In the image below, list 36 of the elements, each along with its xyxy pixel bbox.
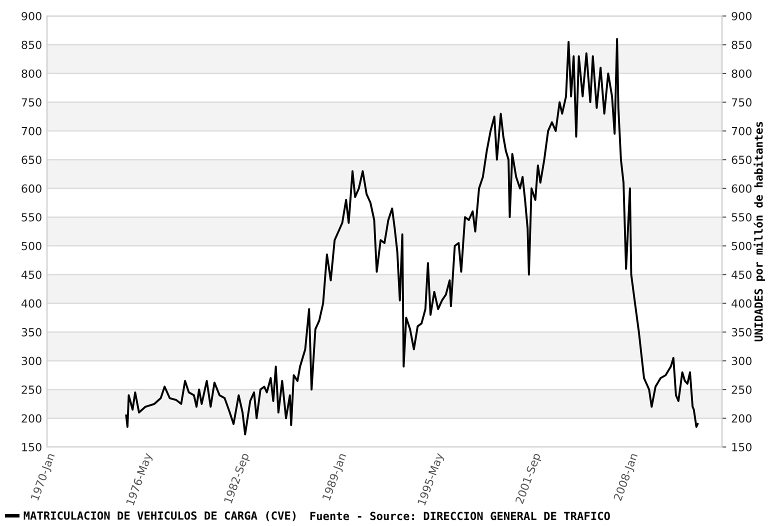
y2-tick-label: 600 — [732, 184, 752, 193]
y2-tick-label: 350 — [732, 328, 752, 336]
y-tick-label: 500 — [22, 242, 42, 250]
y-tick-label: 650 — [22, 156, 42, 164]
y2-tick-label: 450 — [732, 270, 752, 279]
y-tick-label: 900 — [22, 12, 42, 20]
y2-tick-label: 850 — [732, 40, 752, 50]
y-tick-label: 250 — [22, 386, 42, 394]
y-tick-label: 450 — [21, 270, 42, 279]
y-tick-label: 150 — [22, 442, 42, 452]
legend-label: MATRICULACION DE VEHICULOS DE CARGA (CVE) — [24, 511, 296, 522]
y-tick-label: 800 — [22, 69, 42, 78]
y-tick-label: 550 — [22, 213, 42, 222]
y2-tick-label: 250 — [732, 386, 752, 394]
y-tick-label: 750 — [22, 98, 42, 107]
y2-tick-label: 400 — [732, 299, 752, 308]
y2-tick-label: 900 — [732, 12, 752, 20]
y-tick-label: 850 — [22, 40, 42, 50]
source-note: Fuente - Source: DIRECCION GENERAL DE TRAFICO — [310, 512, 610, 520]
y2-tick-label: 650 — [732, 156, 752, 164]
y2-tick-label: 550 — [732, 213, 752, 222]
y2-tick-label: 750 — [732, 98, 752, 107]
y2-tick-label: 300 — [732, 356, 752, 366]
y-tick-label: 300 — [22, 356, 42, 366]
y-tick-label: 600 — [22, 184, 42, 193]
y-tick-label: 700 — [22, 126, 42, 136]
y-tick-label: 400 — [21, 299, 42, 308]
y2-tick-label: 800 — [732, 69, 752, 78]
y2-tick-label: 700 — [732, 126, 752, 136]
line-series — [125, 38, 699, 436]
y-tick-label: 200 — [22, 414, 42, 423]
y2-tick-label: 500 — [732, 242, 752, 250]
y2-tick-label: 200 — [732, 414, 752, 423]
y2-tick-label: 150 — [732, 442, 752, 452]
y-tick-label: 350 — [22, 328, 42, 336]
y2-axis-title: UNIDADES por millón de habitantes — [754, 122, 765, 342]
